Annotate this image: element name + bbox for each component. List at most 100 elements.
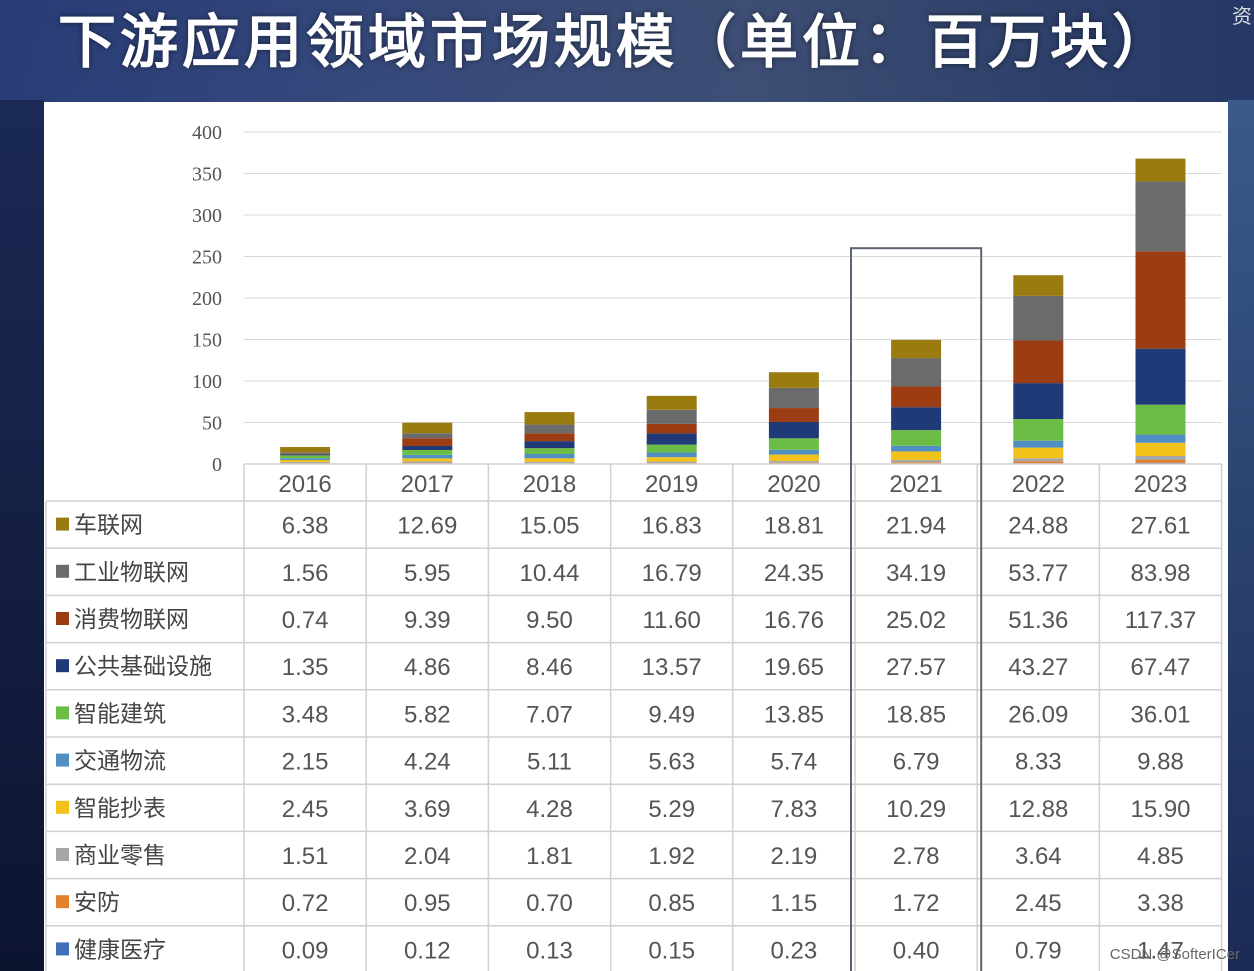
data-label: 0.70 xyxy=(526,890,573,917)
bar-segment xyxy=(1135,158,1186,182)
x-tick-label: 2017 xyxy=(401,471,454,498)
bar-segment xyxy=(280,460,331,463)
data-label: 16.79 xyxy=(642,560,702,587)
bar-segment xyxy=(402,450,453,455)
y-tick-label: 150 xyxy=(192,330,222,352)
data-label: 16.76 xyxy=(764,607,824,634)
x-tick-label: 2020 xyxy=(767,471,820,498)
data-label: 0.85 xyxy=(648,890,695,917)
data-label: 0.12 xyxy=(404,937,451,964)
bar-segment xyxy=(1135,404,1186,435)
data-label: 5.82 xyxy=(404,701,451,728)
bar-segment xyxy=(280,452,331,454)
bar-segment xyxy=(402,433,453,439)
legend-swatch xyxy=(56,706,69,720)
bar-segment xyxy=(1013,461,1064,464)
data-label: 0.40 xyxy=(893,937,940,964)
data-label: 9.39 xyxy=(404,607,451,634)
bar-segment xyxy=(646,433,697,445)
data-label: 0.09 xyxy=(282,937,329,964)
data-label: 6.79 xyxy=(893,749,940,776)
bar-segment xyxy=(280,458,331,461)
y-tick-label: 0 xyxy=(212,454,222,476)
bar-segment xyxy=(891,339,942,359)
data-label: 24.88 xyxy=(1008,513,1068,540)
legend-label: 公共基础设施 xyxy=(74,654,212,680)
legend-swatch xyxy=(56,517,69,531)
bar-segment xyxy=(768,387,819,409)
data-label: 2.45 xyxy=(1015,890,1062,917)
bar-segment xyxy=(524,458,575,462)
legend-label: 交通物流 xyxy=(74,749,166,775)
watermark: CSDN @SofterICer xyxy=(1109,946,1240,963)
x-tick-label: 2021 xyxy=(889,471,942,498)
bar-segment xyxy=(402,458,453,462)
data-label: 12.69 xyxy=(397,513,457,540)
data-label: 6.38 xyxy=(282,513,329,540)
legend-swatch xyxy=(56,848,69,861)
bar-segment xyxy=(402,422,453,434)
bar-segment xyxy=(768,449,819,455)
x-tick-label: 2019 xyxy=(645,471,698,498)
data-label: 3.64 xyxy=(1015,843,1062,870)
bar-segment xyxy=(280,455,331,459)
bar-segment xyxy=(1013,419,1064,441)
data-label: 27.57 xyxy=(886,654,946,681)
data-label: 15.90 xyxy=(1130,796,1190,823)
legend-swatch xyxy=(56,659,69,673)
bar-segment xyxy=(1135,434,1186,443)
data-label: 4.24 xyxy=(404,749,451,776)
data-label: 51.36 xyxy=(1008,607,1068,634)
data-label: 27.61 xyxy=(1130,513,1190,540)
bar-segment xyxy=(280,454,331,456)
bar-segment xyxy=(524,433,575,442)
data-label: 9.49 xyxy=(648,701,695,728)
bar-segment xyxy=(1013,295,1064,341)
data-label: 0.23 xyxy=(771,937,818,964)
data-label: 15.05 xyxy=(519,513,579,540)
data-label: 2.45 xyxy=(282,796,329,823)
data-label: 5.74 xyxy=(771,749,818,776)
bar-segment xyxy=(891,358,942,387)
data-label: 5.63 xyxy=(648,749,695,776)
y-tick-label: 250 xyxy=(192,247,222,269)
data-label: 18.85 xyxy=(886,701,946,728)
y-tick-label: 200 xyxy=(192,288,222,310)
legend-swatch xyxy=(56,895,69,909)
bar-segment xyxy=(891,386,942,408)
bar-segment xyxy=(891,459,942,463)
bar-segment xyxy=(1135,442,1186,456)
bar-segment xyxy=(402,454,453,459)
data-label: 53.77 xyxy=(1008,560,1068,587)
stacked-bar-chart: 0 50 100 150 200 250 300 350 400 2016 2017 2018 2019… xyxy=(45,122,1223,971)
data-label: 3.69 xyxy=(404,796,451,823)
data-label: 11.60 xyxy=(643,607,701,634)
bar-segment xyxy=(768,461,819,463)
data-label: 67.47 xyxy=(1130,654,1190,681)
bar-segment xyxy=(768,454,819,462)
bar-segment xyxy=(524,461,575,464)
legend-label: 车联网 xyxy=(74,513,143,539)
bar-segment xyxy=(1013,383,1064,420)
legend-label: 安防 xyxy=(74,890,120,916)
bar-segment xyxy=(891,451,942,460)
bar-segment xyxy=(524,424,575,434)
bar-segment xyxy=(768,372,819,388)
data-label: 0.79 xyxy=(1015,937,1062,964)
data-label: 5.95 xyxy=(404,560,451,587)
data-label: 7.07 xyxy=(526,701,573,728)
data-label: 12.88 xyxy=(1008,796,1068,823)
data-label: 3.48 xyxy=(282,701,329,728)
bar-segment xyxy=(891,462,942,464)
data-label: 1.35 xyxy=(282,654,329,681)
bar-segment xyxy=(1135,181,1186,252)
bar-segment xyxy=(402,461,453,464)
data-label: 1.81 xyxy=(526,843,573,870)
y-tick-label: 400 xyxy=(192,122,222,144)
data-label: 1.51 xyxy=(282,843,329,870)
data-label: 1.56 xyxy=(282,560,329,587)
bar-segment xyxy=(646,452,697,458)
bar-segment xyxy=(402,445,453,451)
highlight-box xyxy=(850,247,983,971)
x-tick-label: 2018 xyxy=(523,471,576,498)
